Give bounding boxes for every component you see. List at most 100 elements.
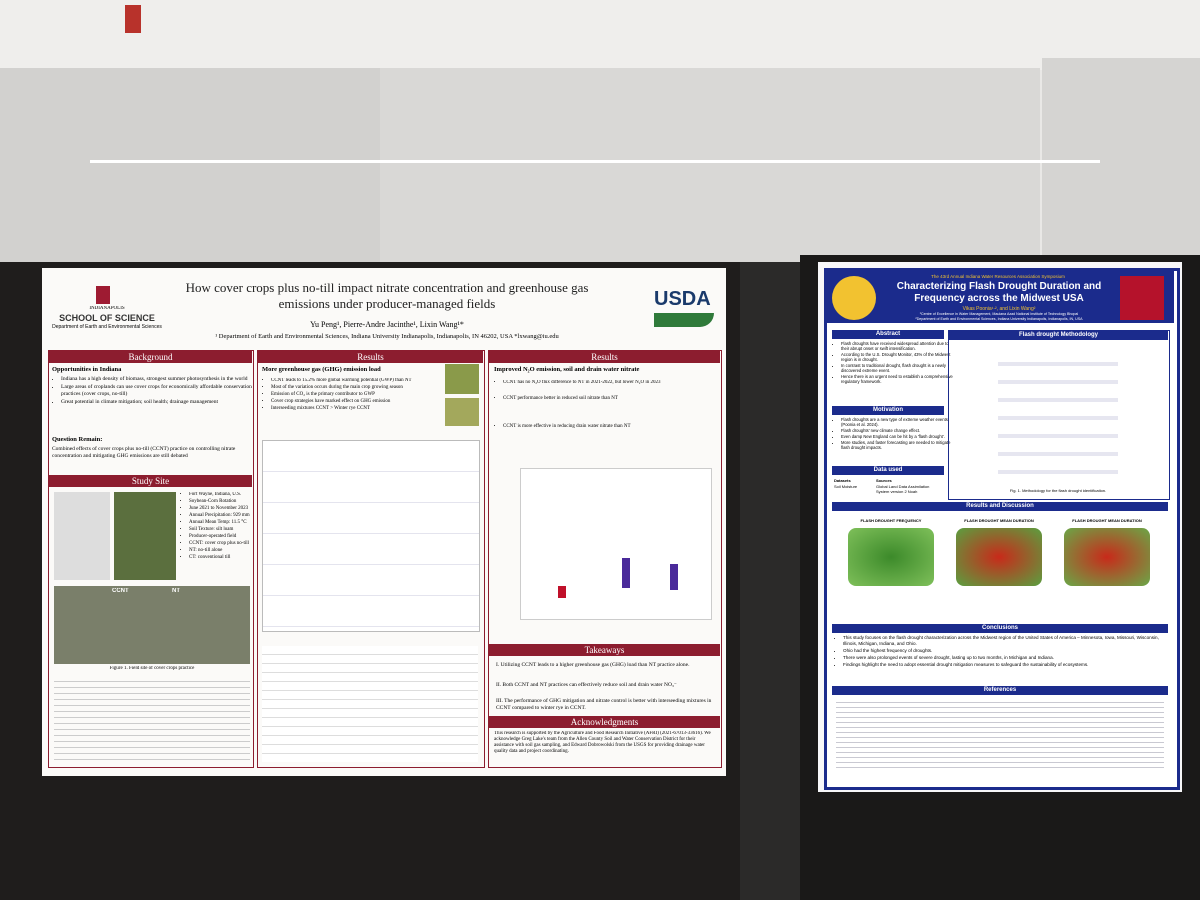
map <box>1064 528 1150 586</box>
bullet: Producer-operated field <box>189 534 259 540</box>
bullet: Flash droughts' new climate change effec… <box>841 428 953 433</box>
bullet: Even damp New England can be hit by a 'f… <box>841 434 953 439</box>
bullet: CT: conventional till <box>189 555 259 561</box>
table-cell: Soil Moisture <box>834 484 858 489</box>
crop-photo <box>445 364 479 394</box>
paragraph: Combined effects of cover crops plus no-… <box>52 446 236 459</box>
bullet: In contrast to traditional drought, flas… <box>841 363 953 373</box>
subheading: Question Remain: <box>52 436 103 443</box>
bullet-list: This study focuses on the flash drought … <box>834 635 1173 669</box>
bullet: Hence there is an urgent need to establi… <box>841 374 953 384</box>
fire-alarm <box>125 5 141 33</box>
table-header: Datasets <box>834 478 851 483</box>
section-heading: Study Site <box>49 475 252 487</box>
section-heading: Flash drought Methodology <box>949 331 1168 340</box>
bullet: Annual Mean Temp: 11.5 °C <box>189 520 259 526</box>
poster-title: How cover crops plus no-till impact nitr… <box>185 280 589 311</box>
section-heading: Takeaways <box>489 644 720 656</box>
field-photos <box>54 586 250 664</box>
iu-logo <box>96 286 110 304</box>
department: Department of Earth and Environmental Sc… <box>52 324 162 330</box>
board-gap <box>740 262 800 900</box>
map <box>956 528 1042 586</box>
bullet: Flash droughts are a new type of extreme… <box>841 417 953 427</box>
section-heading: Results and Discussion <box>832 502 1168 511</box>
bullet: Most of the variation occurs during the … <box>271 385 451 391</box>
reference-list <box>836 698 1164 772</box>
column <box>257 350 485 768</box>
authors: Yu Peng¹, Pierre-Andre Jacinthe¹, Lixin … <box>310 320 464 329</box>
bullet: Soil Texture: silt loam <box>189 527 259 533</box>
section-heading: Results <box>489 351 720 363</box>
authors: Vikas Poonia¹·², and Lixin Wang² <box>962 306 1036 312</box>
subheading: More greenhouse gas (GHG) emission load <box>262 366 381 373</box>
bullet: Flash droughts have received widespread … <box>841 341 953 351</box>
crop-photo <box>445 398 479 426</box>
photo-label: NT <box>172 588 180 594</box>
header-band <box>827 271 1174 323</box>
section-heading: Motivation <box>832 406 944 415</box>
left-poster: INDIANAPOLIS SCHOOL OF SCIENCE Departmen… <box>42 268 726 776</box>
bullet: Great potential in climate mitigation; s… <box>61 399 257 406</box>
bullet: Ohio had the highest frequency of drough… <box>843 648 1173 654</box>
takeaway: II. Both CCNT and NT practices can effec… <box>496 682 677 688</box>
wall-panel <box>1042 58 1200 268</box>
bullet: This study focuses on the flash drought … <box>843 635 1173 647</box>
bullet: Interseeding mixtures CCNT > Winter rye … <box>271 406 451 412</box>
bullet: Indiana has a high density of biomass, s… <box>61 376 257 383</box>
light-strip <box>90 160 1100 163</box>
bullet: June 2021 to November 2023 <box>189 506 259 512</box>
bullet: CCNT has no N₂O flux difference to NT in… <box>503 380 725 386</box>
photo-label: CCNT <box>112 588 129 594</box>
wall-upper <box>0 0 1200 70</box>
box <box>558 586 566 598</box>
paragraph: This research is supported by the Agricu… <box>494 731 711 754</box>
bullet-list: CCNT leads to 15.2% more global warming … <box>262 378 451 413</box>
gwp-table <box>262 646 478 762</box>
wall-panel <box>380 68 1040 268</box>
figure-caption: Fig. 1. Methodology for the flash drough… <box>1009 488 1107 493</box>
satellite-image <box>114 492 176 580</box>
section-heading: Acknowledgments <box>489 716 720 728</box>
bullet: NT: no-till alone <box>189 548 259 554</box>
section-heading: Abstract <box>832 330 944 339</box>
bullet: Fort Wayne, Indiana, U.S. <box>189 492 259 498</box>
affiliation: ¹Centre of Excellence in Water Managemen… <box>919 312 1079 316</box>
bullet: Annual Precipitation: 929 mm <box>189 513 259 519</box>
column <box>48 350 254 768</box>
bullet-list: Indiana has a high density of biomass, s… <box>52 376 257 407</box>
section-heading: Data used <box>832 466 944 475</box>
right-poster: The 43rd Annual Indiana Water Resources … <box>818 262 1182 792</box>
bullet: CCNT performance better in reduced soil … <box>503 396 725 402</box>
methodology-box <box>948 330 1170 500</box>
map <box>848 528 934 586</box>
bullet-list: Flash droughts are a new type of extreme… <box>832 417 953 451</box>
subheading: Improved N₂O emission, soil and drain wa… <box>494 366 640 373</box>
bullet: Findings highlight the need to adopt ess… <box>843 662 1173 668</box>
section-heading: References <box>832 686 1168 695</box>
bullet-list: Fort Wayne, Indiana, U.S. Soybean-Corn R… <box>180 492 259 562</box>
section-heading: Results <box>258 351 483 363</box>
map-image <box>54 492 110 580</box>
map-title: FLASH DROUGHT MEAN DURATION <box>964 518 1034 523</box>
takeaway: III. The performance of GHG mitigation a… <box>496 698 712 711</box>
usda-swoosh <box>654 313 714 327</box>
bullet: There were also prolonged events of seve… <box>843 655 1173 661</box>
iu-logo <box>1120 276 1164 320</box>
poster-title: Characterizing Flash Drought Duration an… <box>896 281 1102 304</box>
bullet: Soybean-Corn Rotation <box>189 499 259 505</box>
institute-logo <box>832 276 876 320</box>
bullet: CCNT: cover crop plus no-till <box>189 541 259 547</box>
bullet: Emission of CO₂ is the primary contribut… <box>271 392 451 398</box>
map-title: FLASH DROUGHT MEAN DURATION <box>1072 518 1142 523</box>
data-table <box>54 676 250 762</box>
school: SCHOOL OF SCIENCE <box>59 313 155 323</box>
bullet: CCNT leads to 15.2% more global warming … <box>271 378 451 384</box>
bullet: Cover crop strategies have marked effect… <box>271 399 451 405</box>
nitrate-figure <box>520 468 712 620</box>
affiliation: ¹ Department of Earth and Environmental … <box>215 333 559 340</box>
bullet: Large areas of croplands can use cover c… <box>61 384 257 398</box>
column <box>488 350 722 768</box>
flowchart <box>998 348 1118 486</box>
takeaway: I. Utilizing CCNT leads to a higher gree… <box>496 662 690 668</box>
